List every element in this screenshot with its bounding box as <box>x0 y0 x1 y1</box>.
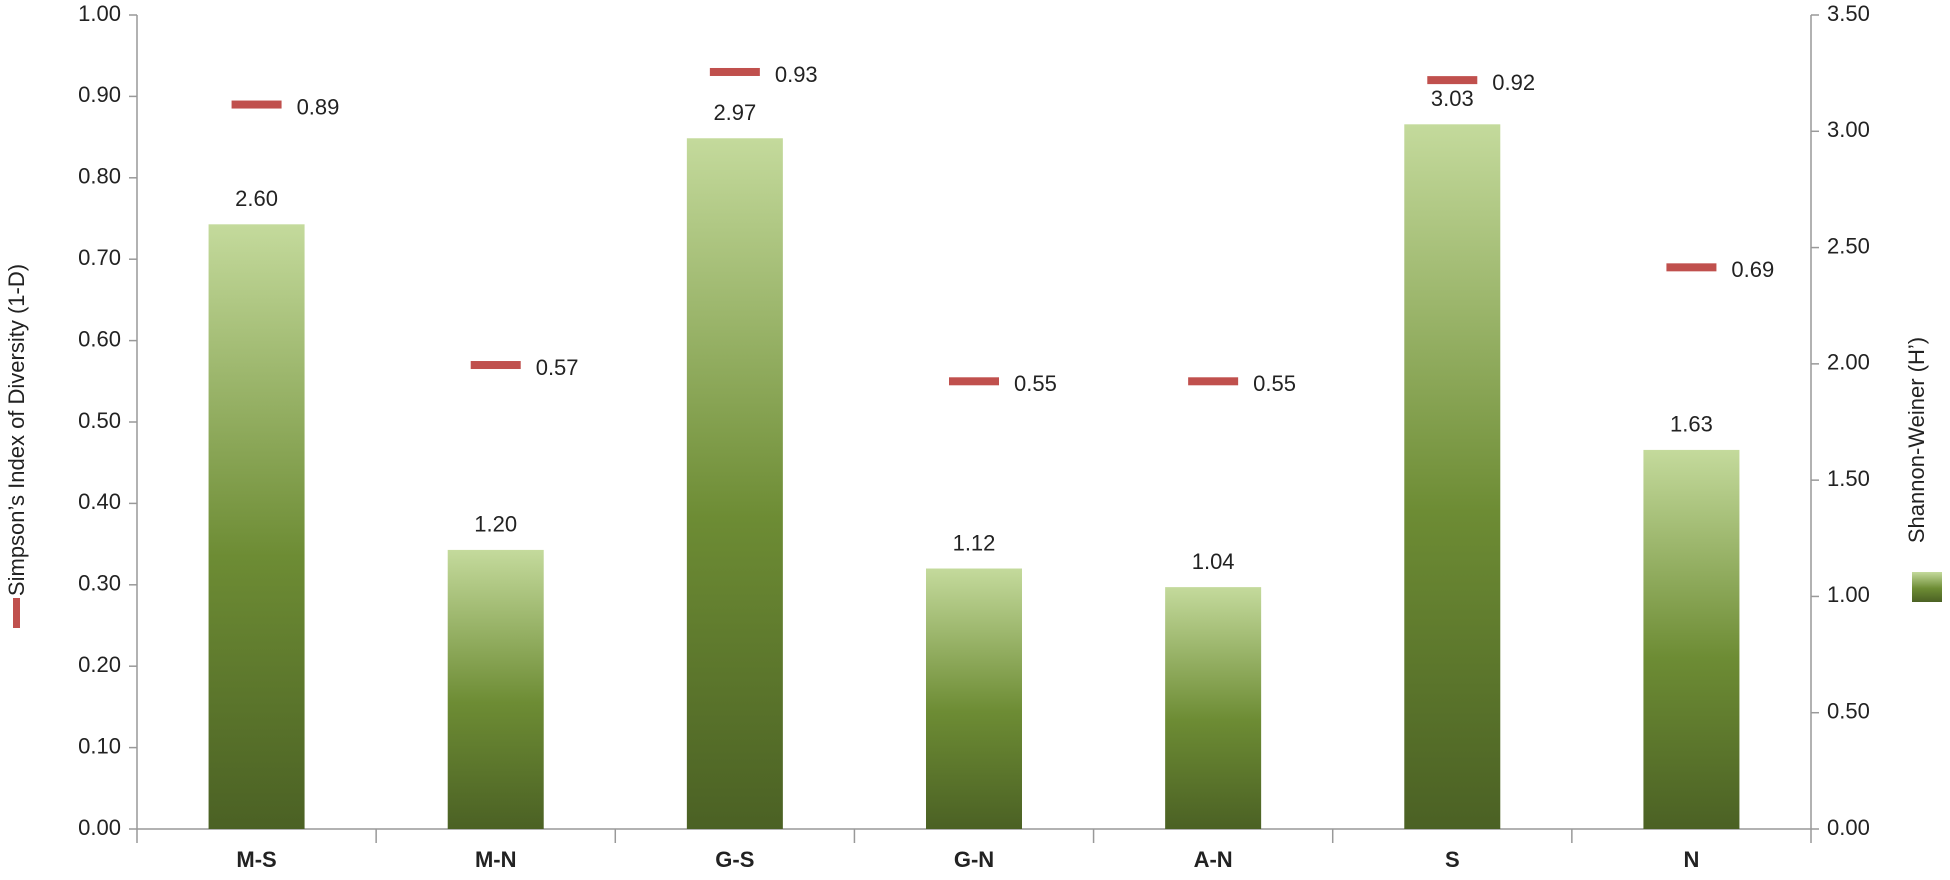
bar <box>926 568 1022 829</box>
y2-tick-label: 0.00 <box>1827 815 1870 840</box>
y2-tick-label: 1.50 <box>1827 466 1870 491</box>
y-tick-label: 0.00 <box>78 815 121 840</box>
bar <box>447 549 544 829</box>
bar <box>1404 124 1501 829</box>
bar-value-label: 3.03 <box>1431 86 1474 111</box>
bar-value-label: 1.63 <box>1670 412 1713 437</box>
marker <box>709 67 760 76</box>
y-axis-title: Simpson’s Index of Diversity (1-D) <box>4 264 29 596</box>
bar <box>208 224 305 830</box>
x-tick-label: M-S <box>236 847 276 872</box>
marker-value-label: 0.92 <box>1492 70 1535 95</box>
bar <box>1643 449 1740 829</box>
bar-value-label: 2.97 <box>713 100 756 125</box>
marker <box>231 100 282 109</box>
marker <box>1188 377 1239 386</box>
marker-value-label: 0.93 <box>775 62 818 87</box>
y-tick-label: 0.80 <box>78 164 121 189</box>
x-tick-label: N <box>1683 847 1699 872</box>
x-tick-label: A-N <box>1194 847 1233 872</box>
bar-value-label: 1.04 <box>1192 549 1235 574</box>
marker-value-label: 0.89 <box>297 94 340 119</box>
marker-value-label: 0.69 <box>1731 257 1774 282</box>
legend-swatch-bar <box>1912 572 1942 602</box>
y-tick-label: 0.50 <box>78 408 121 433</box>
marker <box>470 361 521 370</box>
y2-tick-label: 3.50 <box>1827 1 1870 26</box>
marker <box>1427 76 1478 85</box>
y2-tick-label: 3.00 <box>1827 117 1870 142</box>
y-tick-label: 0.20 <box>78 652 121 677</box>
y-tick-label: 0.60 <box>78 326 121 351</box>
y-tick-label: 0.30 <box>78 571 121 596</box>
marker-value-label: 0.55 <box>1253 371 1296 396</box>
marker-value-label: 0.57 <box>536 355 579 380</box>
bar-value-label: 2.60 <box>235 186 278 211</box>
bar <box>686 138 783 829</box>
y2-tick-label: 2.00 <box>1827 350 1870 375</box>
legend-swatch-marker <box>13 598 20 628</box>
y2-tick-label: 2.50 <box>1827 233 1870 258</box>
y2-axis-title: Shannon-Weiner (H’) <box>1904 337 1929 543</box>
marker <box>949 377 999 386</box>
x-tick-label: M-N <box>475 847 517 872</box>
y-tick-label: 0.90 <box>78 82 121 107</box>
y-tick-label: 1.00 <box>78 1 121 26</box>
bar-value-label: 1.20 <box>474 512 517 537</box>
y2-tick-label: 1.00 <box>1827 582 1870 607</box>
marker <box>1666 263 1717 272</box>
bar-value-label: 1.12 <box>953 530 996 555</box>
y-tick-label: 0.10 <box>78 733 121 758</box>
y-tick-label: 0.40 <box>78 489 121 514</box>
marker-value-label: 0.55 <box>1014 371 1057 396</box>
x-tick-label: G-S <box>715 847 754 872</box>
bar <box>1165 587 1262 829</box>
x-tick-label: G-N <box>954 847 994 872</box>
x-tick-label: S <box>1445 847 1460 872</box>
y2-tick-label: 0.50 <box>1827 699 1870 724</box>
y-tick-label: 0.70 <box>78 245 121 270</box>
